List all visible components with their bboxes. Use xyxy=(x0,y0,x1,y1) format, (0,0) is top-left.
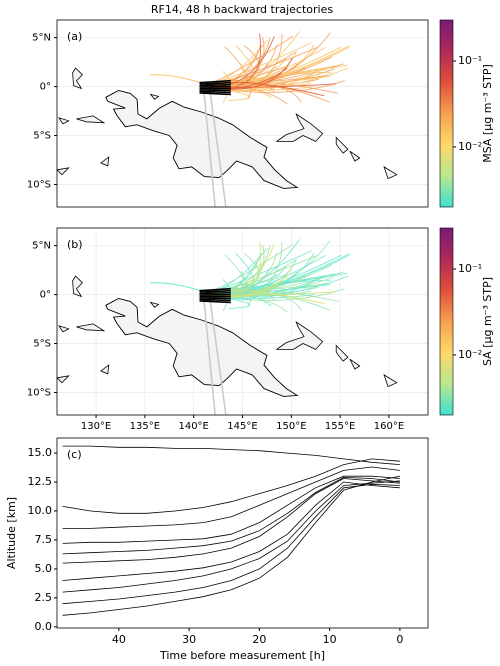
x-tick-label: 160°E xyxy=(374,421,404,432)
y-tick-label: 10.0 xyxy=(28,504,53,517)
island xyxy=(349,358,361,370)
y-tick-label: 12.5 xyxy=(28,475,53,488)
x-tick-label: 40 xyxy=(112,633,126,646)
x-tick-label: 30 xyxy=(182,633,196,646)
map-area xyxy=(57,228,428,415)
trajectory-line xyxy=(62,481,400,581)
x-tick-label: 20 xyxy=(252,633,266,646)
x-tick-label: 155°E xyxy=(325,421,355,432)
island xyxy=(275,320,324,350)
x-tick-label: 140°E xyxy=(178,421,208,432)
flight-segment xyxy=(199,291,231,295)
y-tick-label: 5°S xyxy=(33,131,51,142)
island xyxy=(76,323,106,332)
x-axis-label: Time before measurement [h] xyxy=(159,649,325,662)
y-tick-label: 2.5 xyxy=(35,591,53,604)
island xyxy=(335,136,349,154)
trajectory xyxy=(203,272,348,296)
y-axis-label: Altitude [km] xyxy=(5,497,18,569)
trajectory-line xyxy=(62,445,400,465)
island xyxy=(349,150,361,162)
figure-title: RF14, 48 h backward trajectories xyxy=(151,3,333,16)
trajectory-line xyxy=(62,458,400,514)
flight-segment xyxy=(199,92,231,96)
trajectory xyxy=(149,74,204,85)
island xyxy=(57,167,70,176)
island xyxy=(57,375,70,384)
land xyxy=(105,90,299,189)
trajectory xyxy=(203,64,348,88)
axes-frame xyxy=(56,437,429,629)
island xyxy=(100,156,110,167)
flight-track xyxy=(202,86,227,207)
trajectory xyxy=(203,81,325,97)
y-tick-label: 5°N xyxy=(32,241,51,252)
island xyxy=(58,117,70,125)
island xyxy=(335,344,349,362)
island xyxy=(72,67,83,90)
flight-segment xyxy=(199,83,231,87)
y-tick-label: 10°S xyxy=(27,179,51,190)
y-tick-label: 5.0 xyxy=(35,562,53,575)
y-tick-label: 15.0 xyxy=(28,446,53,459)
y-tick-label: 5°S xyxy=(33,339,51,350)
map-area xyxy=(57,31,428,207)
flight-segment xyxy=(199,81,231,85)
trajectory xyxy=(149,282,204,293)
colorbar-tick-label: 10⁻¹ xyxy=(458,262,482,275)
colorbar-tick-label: 10⁻¹ xyxy=(458,54,482,67)
flight-segment xyxy=(199,90,231,94)
island xyxy=(383,373,398,388)
island xyxy=(149,93,160,100)
y-tick-label: 0° xyxy=(40,82,51,93)
trajectory-line xyxy=(62,483,400,605)
colorbar-label: SA [μg m⁻³ STP] xyxy=(481,277,494,366)
flight-segment xyxy=(199,289,231,293)
island xyxy=(100,364,110,375)
x-tick-label: 0 xyxy=(396,633,403,646)
island xyxy=(58,325,70,333)
colorbar xyxy=(439,19,454,208)
x-tick-label: 145°E xyxy=(227,421,257,432)
island xyxy=(149,301,160,308)
x-tick-label: 150°E xyxy=(276,421,306,432)
flight-track xyxy=(202,294,227,415)
trajectory-line xyxy=(62,475,400,616)
axes-frame xyxy=(56,19,429,208)
trajectory xyxy=(203,289,325,305)
colorbar-tick-label: 10⁻² xyxy=(458,348,482,361)
y-tick-label: 0° xyxy=(40,290,51,301)
y-tick-label: 7.5 xyxy=(35,533,53,546)
panel-label: (c) xyxy=(67,448,82,461)
flight-segment xyxy=(199,79,231,84)
colorbar-tick-label: 10⁻² xyxy=(458,140,482,153)
trajectory-line xyxy=(62,475,400,544)
island xyxy=(383,165,398,180)
panel-label: (a) xyxy=(67,30,82,43)
trajectory-line xyxy=(62,466,400,529)
colorbar xyxy=(439,227,454,416)
trajectory-line xyxy=(62,478,400,564)
trajectory-line xyxy=(62,476,400,555)
flight-segment xyxy=(199,287,231,292)
colorbar-label: MSA [μg m⁻³ STP] xyxy=(481,64,494,163)
x-tick-label: 130°E xyxy=(81,421,111,432)
x-tick-label: 10 xyxy=(323,633,337,646)
island xyxy=(76,115,106,124)
y-tick-label: 0.0 xyxy=(35,620,53,633)
land xyxy=(105,298,299,397)
island xyxy=(72,275,83,298)
flight-segment xyxy=(199,298,231,302)
y-tick-label: 10°S xyxy=(27,387,51,398)
panel-label: (b) xyxy=(67,238,83,251)
flight-segment xyxy=(199,300,231,304)
trajectory-line xyxy=(62,480,400,593)
y-tick-label: 5°N xyxy=(32,33,51,44)
x-tick-label: 135°E xyxy=(130,421,160,432)
island xyxy=(275,112,324,142)
